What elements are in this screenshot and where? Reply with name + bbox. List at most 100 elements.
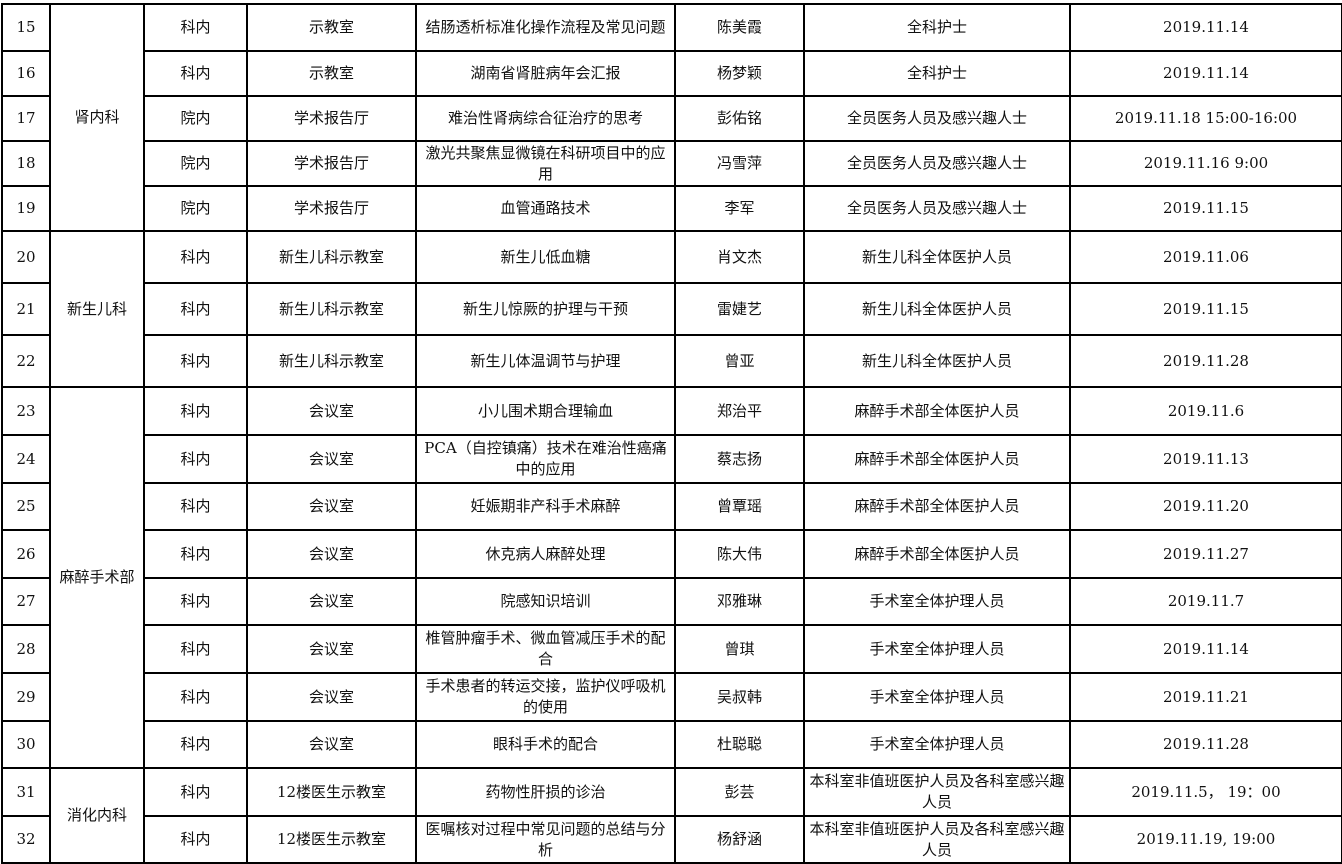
row-number: 32	[1, 815, 51, 864]
time-cell: 2019.11.7	[1069, 577, 1342, 626]
row-number: 23	[1, 386, 51, 436]
row-number: 25	[1, 482, 51, 531]
table-row: 29 科内 会议室 手术患者的转运交接，监护仪呼吸机的使用 吴叔韩 手术室全体护理人员 20…	[1, 672, 1342, 722]
row-number: 22	[1, 334, 51, 388]
time-cell: 2019.11.27	[1069, 529, 1342, 579]
audience-cell: 手术室全体护理人员	[803, 672, 1071, 722]
venue-cell: 会议室	[246, 386, 417, 436]
audience-cell: 手术室全体护理人员	[803, 720, 1071, 769]
scope-cell: 科内	[143, 767, 248, 817]
department-cell: 麻醉手术部	[49, 386, 145, 769]
row-number: 18	[1, 140, 51, 187]
table-row: 17 院内 学术报告厅 难治性肾病综合征治疗的思考 彭佑铭 全员医务人员及感兴趣人士 201…	[1, 95, 1342, 142]
scope-cell: 科内	[143, 624, 248, 674]
speaker-cell: 雷婕艺	[674, 282, 805, 336]
table-row: 18 院内 学术报告厅 激光共聚焦显微镜在科研项目中的应用 冯雪萍 全员医务人员及感兴趣人…	[1, 140, 1342, 187]
time-cell: 2019.11.14	[1069, 624, 1342, 674]
speaker-cell: 曾亚	[674, 334, 805, 388]
audience-cell: 全员医务人员及感兴趣人士	[803, 140, 1071, 187]
speaker-cell: 冯雪萍	[674, 140, 805, 187]
topic-cell: PCA（自控镇痛）技术在难治性癌痛中的应用	[415, 434, 676, 484]
table-row: 20 新生儿科 科内 新生儿科示教室 新生儿低血糖 肖文杰 新生儿科全体医护人员 2019.1…	[1, 230, 1342, 388]
time-cell: 2019.11.13	[1069, 434, 1342, 484]
venue-cell: 学术报告厅	[246, 185, 417, 232]
row-number: 24	[1, 434, 51, 484]
table-row: 22 科内 新生儿科示教室 新生儿体温调节与护理 曾亚 新生儿科全体医护人员 2019.11…	[1, 334, 1342, 388]
time-cell: 2019.11.15	[1069, 185, 1342, 232]
audience-cell: 手术室全体护理人员	[803, 624, 1071, 674]
audience-cell: 全科护士	[803, 50, 1071, 97]
table-row: 24 科内 会议室 PCA（自控镇痛）技术在难治性癌痛中的应用 蔡志扬 麻醉手术部全体医护…	[1, 434, 1342, 484]
venue-cell: 12楼医生示教室	[246, 815, 417, 864]
audience-cell: 全科护士	[803, 3, 1071, 52]
venue-cell: 会议室	[246, 434, 417, 484]
topic-cell: 手术患者的转运交接，监护仪呼吸机的使用	[415, 672, 676, 722]
table-row: 27 科内 会议室 院感知识培训 邓雅琳 手术室全体护理人员 2019.11.7	[1, 577, 1342, 626]
topic-cell: 新生儿体温调节与护理	[415, 334, 676, 388]
topic-cell: 激光共聚焦显微镜在科研项目中的应用	[415, 140, 676, 187]
time-cell: 2019.11.6	[1069, 386, 1342, 436]
table-row: 21 科内 新生儿科示教室 新生儿惊厥的护理与干预 雷婕艺 新生儿科全体医护人员 2019.…	[1, 282, 1342, 336]
topic-cell: 血管通路技术	[415, 185, 676, 232]
scope-cell: 科内	[143, 815, 248, 864]
department-cell: 新生儿科	[49, 230, 145, 388]
scope-cell: 科内	[143, 529, 248, 579]
row-number: 21	[1, 282, 51, 336]
audience-cell: 麻醉手术部全体医护人员	[803, 482, 1071, 531]
department-cell: 消化内科	[49, 767, 145, 864]
topic-cell: 小儿围术期合理输血	[415, 386, 676, 436]
topic-cell: 椎管肿瘤手术、微血管减压手术的配合	[415, 624, 676, 674]
venue-cell: 会议室	[246, 624, 417, 674]
audience-cell: 麻醉手术部全体医护人员	[803, 434, 1071, 484]
time-cell: 2019.11.28	[1069, 334, 1342, 388]
venue-cell: 示教室	[246, 3, 417, 52]
row-number: 17	[1, 95, 51, 142]
topic-cell: 院感知识培训	[415, 577, 676, 626]
table-row: 30 科内 会议室 眼科手术的配合 杜聪聪 手术室全体护理人员 2019.11.28	[1, 720, 1342, 769]
time-cell: 2019.11.20	[1069, 482, 1342, 531]
speaker-cell: 彭佑铭	[674, 95, 805, 142]
speaker-cell: 肖文杰	[674, 230, 805, 284]
topic-cell: 新生儿惊厥的护理与干预	[415, 282, 676, 336]
scope-cell: 科内	[143, 577, 248, 626]
scope-cell: 科内	[143, 282, 248, 336]
scope-cell: 科内	[143, 434, 248, 484]
venue-cell: 会议室	[246, 672, 417, 722]
topic-cell: 休克病人麻醉处理	[415, 529, 676, 579]
row-number: 29	[1, 672, 51, 722]
audience-cell: 本科室非值班医护人员及各科室感兴趣人员	[803, 767, 1071, 817]
scope-cell: 科内	[143, 386, 248, 436]
speaker-cell: 蔡志扬	[674, 434, 805, 484]
scope-cell: 院内	[143, 185, 248, 232]
time-cell: 2019.11.5， 19：00	[1069, 767, 1342, 817]
table-row: 25 科内 会议室 妊娠期非产科手术麻醉 曾覃瑶 麻醉手术部全体医护人员 2019.11.2…	[1, 482, 1342, 531]
audience-cell: 麻醉手术部全体医护人员	[803, 386, 1071, 436]
scope-cell: 科内	[143, 482, 248, 531]
table-row: 16 科内 示教室 湖南省肾脏病年会汇报 杨梦颖 全科护士 2019.11.14	[1, 50, 1342, 97]
audience-cell: 新生儿科全体医护人员	[803, 334, 1071, 388]
venue-cell: 示教室	[246, 50, 417, 97]
topic-cell: 难治性肾病综合征治疗的思考	[415, 95, 676, 142]
venue-cell: 新生儿科示教室	[246, 282, 417, 336]
table-row: 19 院内 学术报告厅 血管通路技术 李军 全员医务人员及感兴趣人士 2019.11.15	[1, 185, 1342, 232]
venue-cell: 会议室	[246, 482, 417, 531]
topic-cell: 结肠透析标准化操作流程及常见问题	[415, 3, 676, 52]
scope-cell: 科内	[143, 230, 248, 284]
table-row: 32 科内 12楼医生示教室 医嘱核对过程中常见问题的总结与分析 杨舒涵 本科室非值班医护…	[1, 815, 1342, 864]
audience-cell: 手术室全体护理人员	[803, 577, 1071, 626]
scope-cell: 科内	[143, 720, 248, 769]
scope-cell: 科内	[143, 50, 248, 97]
time-cell: 2019.11.19, 19:00	[1069, 815, 1342, 864]
topic-cell: 医嘱核对过程中常见问题的总结与分析	[415, 815, 676, 864]
venue-cell: 新生儿科示教室	[246, 230, 417, 284]
row-number: 20	[1, 230, 51, 284]
venue-cell: 学术报告厅	[246, 95, 417, 142]
speaker-cell: 陈美霞	[674, 3, 805, 52]
time-cell: 2019.11.16 9:00	[1069, 140, 1342, 187]
venue-cell: 新生儿科示教室	[246, 334, 417, 388]
time-cell: 2019.11.14	[1069, 3, 1342, 52]
topic-cell: 妊娠期非产科手术麻醉	[415, 482, 676, 531]
speaker-cell: 邓雅琳	[674, 577, 805, 626]
audience-cell: 新生儿科全体医护人员	[803, 230, 1071, 284]
scope-cell: 院内	[143, 95, 248, 142]
